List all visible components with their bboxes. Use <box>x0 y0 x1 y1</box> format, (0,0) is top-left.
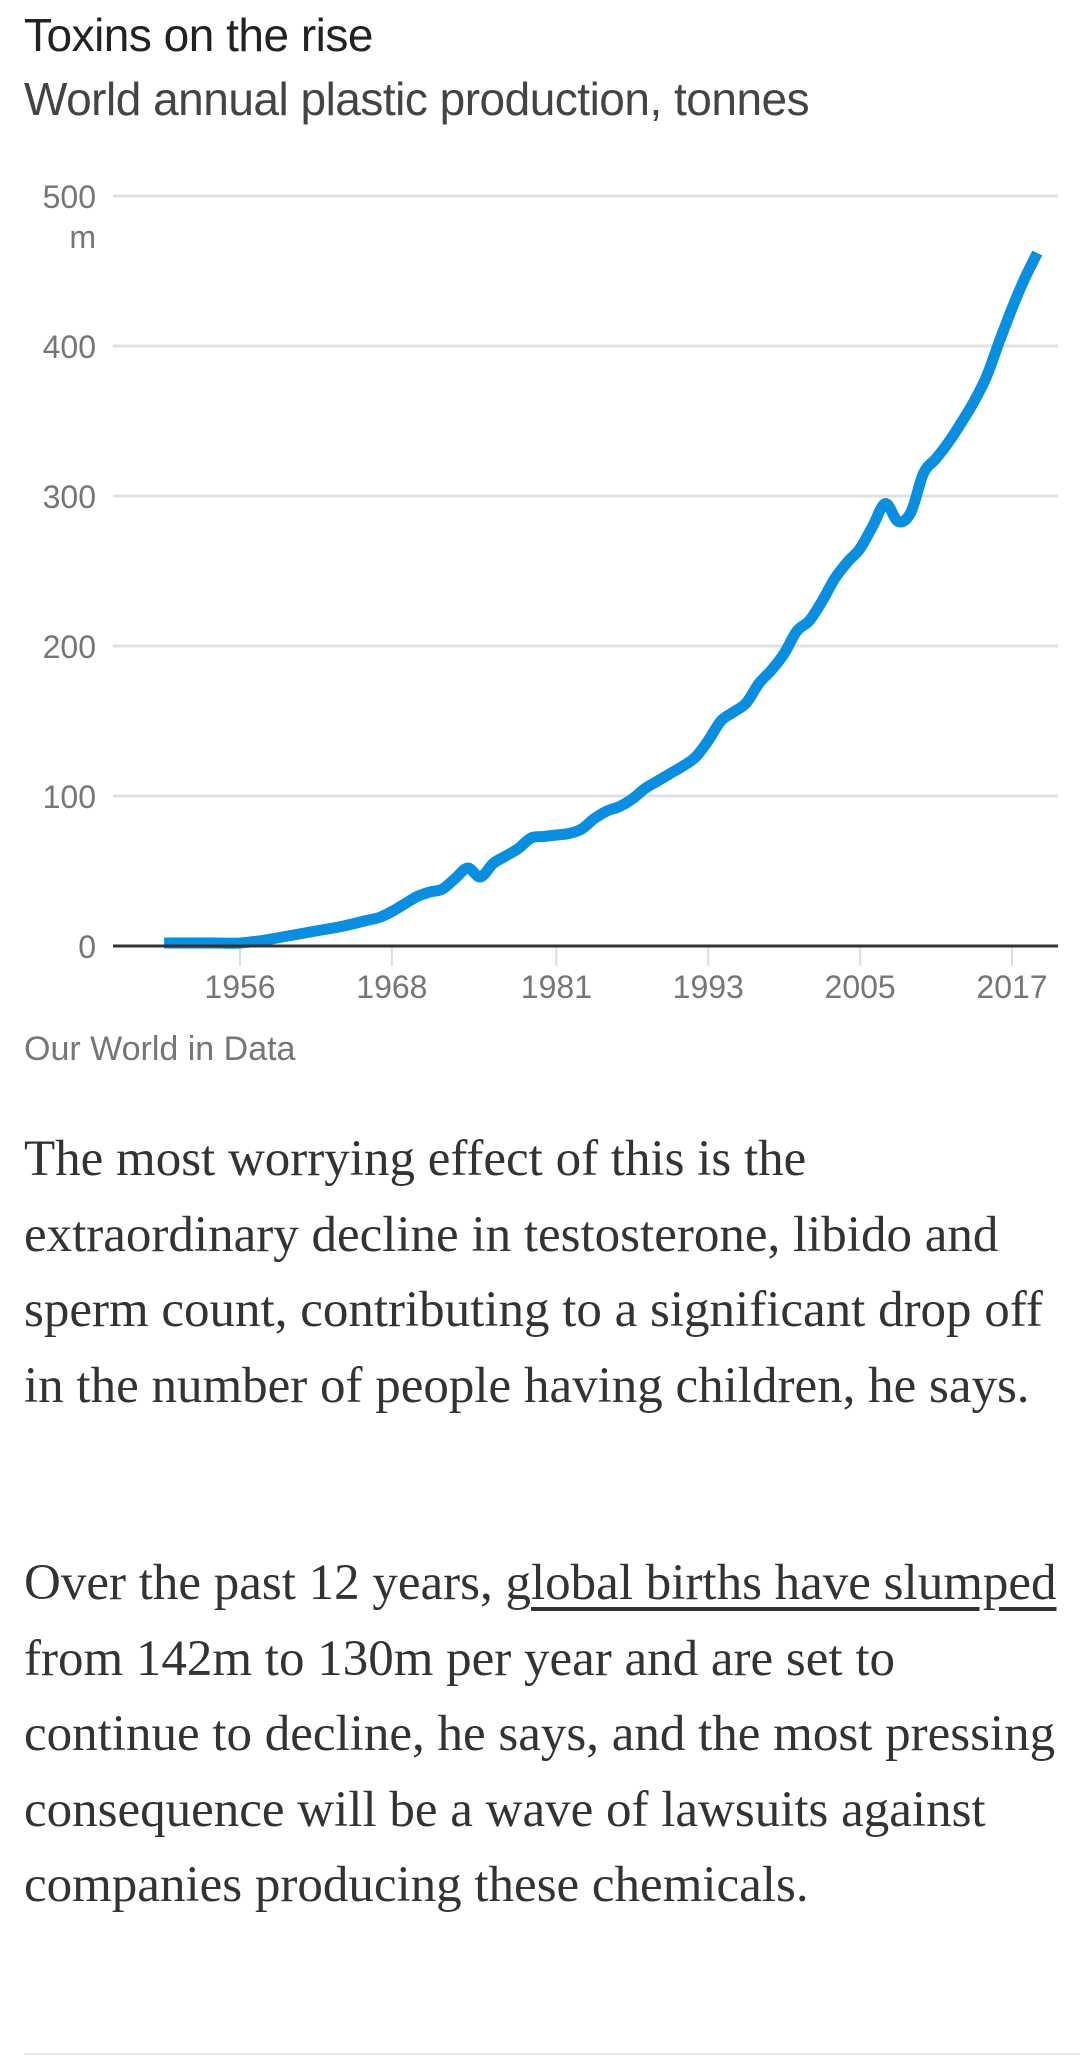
chart-subtitle: World annual plastic production, tonnes <box>24 73 810 125</box>
gridlines <box>113 194 1058 798</box>
chart-source: Our World in Data <box>24 1030 296 1068</box>
x-tick-label: 2005 <box>825 969 896 1005</box>
paragraph-2-text-end: from 142m to 130m per year and are set t… <box>24 1630 1056 1914</box>
y-tick-label: 300 <box>43 479 96 515</box>
y-tick-label: 400 <box>43 329 96 365</box>
y-axis-labels: 0 100 200 300 400 500 m <box>43 179 96 965</box>
series-line-plastic-production <box>164 250 1043 949</box>
plastic-production-chart: 0 100 200 300 400 500 m 1956 1968 1981 1993 2005 20… <box>43 179 1058 1005</box>
y-tick-label: 500 <box>43 179 96 215</box>
paragraph-2-text-start: Over the past 12 years, <box>24 1555 506 1611</box>
article-paragraph-1: The most worrying effect of this is the … <box>24 1131 1043 1414</box>
y-tick-label: 100 <box>43 779 96 815</box>
y-tick-label: 200 <box>43 629 96 665</box>
x-axis-labels: 1956 1968 1981 1993 2005 2017 <box>204 946 1048 1005</box>
x-tick-label: 1968 <box>356 969 427 1005</box>
x-tick-label: 1981 <box>521 969 592 1005</box>
global-births-link[interactable]: global births have slumped <box>505 1555 1057 1611</box>
chart-title: Toxins on the rise <box>24 9 373 61</box>
x-tick-label: 1956 <box>204 969 275 1005</box>
x-tick-label: 1993 <box>673 969 744 1005</box>
y-unit-label: m <box>69 219 96 255</box>
article-paragraph-2: Over the past 12 years, global births ha… <box>24 1546 1064 1924</box>
divider <box>24 2053 1080 2055</box>
y-tick-label: 0 <box>78 929 96 965</box>
x-tick-label: 2017 <box>976 969 1047 1005</box>
